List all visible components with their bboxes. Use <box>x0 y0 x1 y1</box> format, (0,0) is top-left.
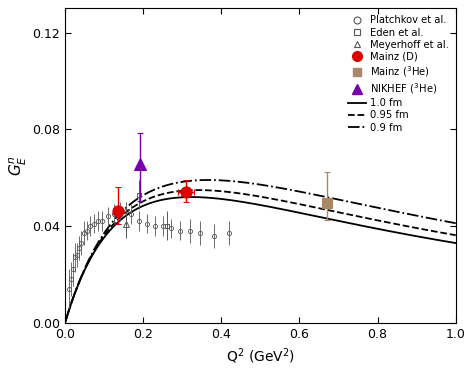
X-axis label: Q$^2$ (GeV$^2$): Q$^2$ (GeV$^2$) <box>226 346 295 366</box>
Y-axis label: $G_E^n$: $G_E^n$ <box>9 155 29 176</box>
Legend: Platchkov et al., Eden et al., Meyerhoff et al., Mainz (D), Mainz ($^3$He), NIKH: Platchkov et al., Eden et al., Meyerhoff… <box>346 13 451 135</box>
